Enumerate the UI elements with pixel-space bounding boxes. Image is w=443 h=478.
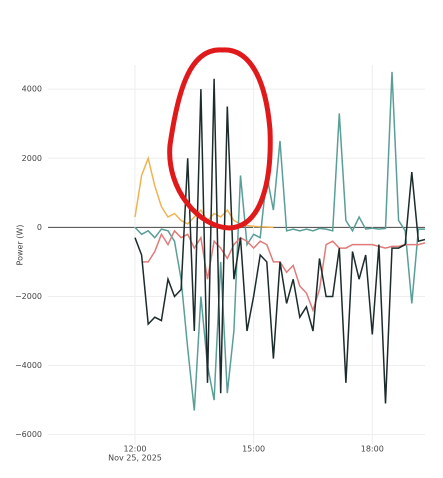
x-tick-label: 12:00 (123, 445, 146, 454)
x-tick-label: 15:00 (242, 445, 265, 454)
y-tick-label: −6000 (15, 430, 42, 439)
series-line (134, 71, 425, 411)
annotation-circle (167, 47, 273, 231)
y-tick-label: −4000 (15, 361, 42, 370)
y-tick-label: 0 (37, 223, 42, 232)
x-date-label: Nov 25, 2025 (108, 454, 162, 463)
y-tick-label: 4000 (22, 85, 42, 94)
series-line (141, 229, 426, 313)
y-axis-label: Power (W) (16, 225, 25, 266)
y-tick-label: 2000 (22, 154, 42, 163)
y-tick-label: −2000 (15, 292, 42, 301)
series-line (134, 78, 426, 404)
x-tick-label: 18:00 (361, 445, 384, 454)
